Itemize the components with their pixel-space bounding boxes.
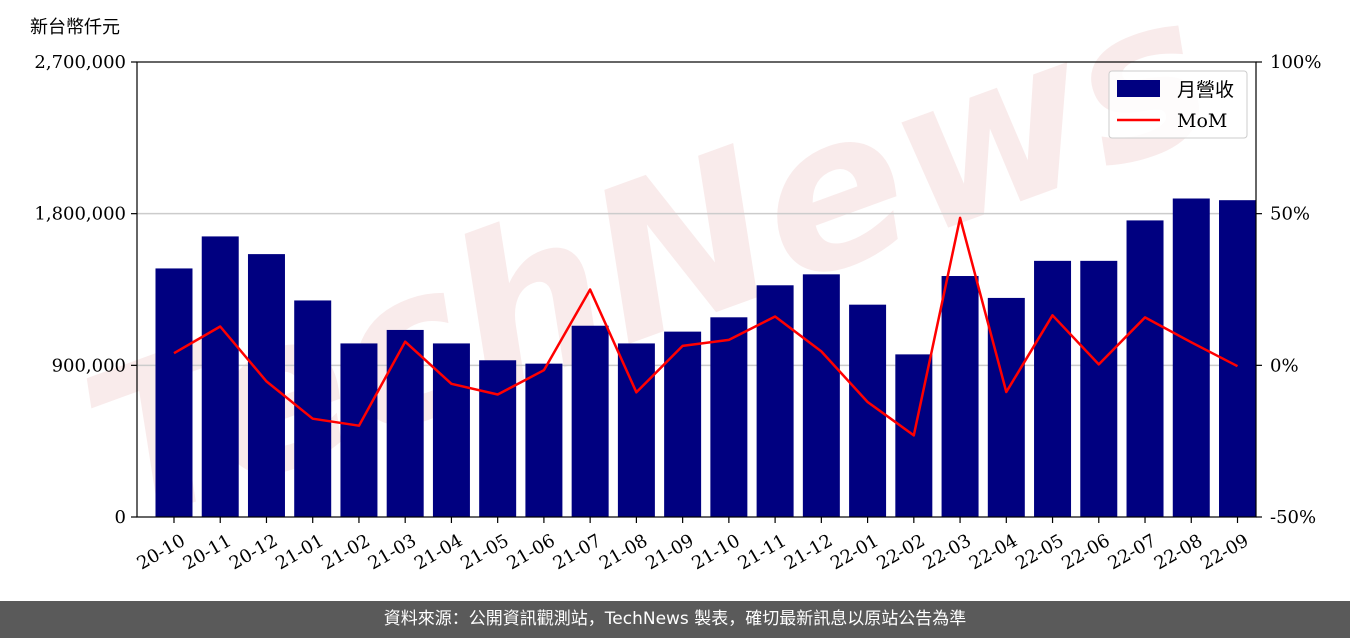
x-tick-label: 22-09 [1197, 530, 1252, 574]
x-tick-label: 21-09 [642, 530, 697, 574]
bar-21-08 [617, 343, 655, 517]
left-tick-label: 0 [115, 507, 126, 528]
y-unit-label: 新台幣仟元 [30, 17, 120, 38]
bar-20-11 [201, 236, 239, 517]
bar-20-12 [247, 254, 285, 517]
right-tick-label: 50% [1270, 204, 1310, 225]
x-tick-label: 21-05 [457, 530, 512, 574]
bar-21-10 [710, 317, 748, 517]
revenue-chart: TechNews 新台幣仟元 0900,0001,800,0002,700,00… [30, 0, 1321, 575]
legend-label-mom: MoM [1177, 110, 1227, 132]
bar-22-05 [1034, 260, 1072, 517]
x-axis-ticks: 20-1020-1120-1221-0121-0221-0321-0421-05… [133, 517, 1252, 574]
left-tick-label: 1,800,000 [34, 204, 126, 225]
bar-22-06 [1080, 260, 1118, 517]
right-tick-label: 100% [1270, 52, 1321, 73]
bar-22-04 [987, 297, 1025, 517]
x-tick-label: 21-03 [365, 530, 420, 574]
bar-22-07 [1126, 220, 1164, 517]
x-tick-label: 21-12 [781, 530, 836, 574]
x-tick-label: 22-04 [966, 530, 1021, 574]
bar-22-03 [941, 276, 979, 517]
left-tick-label: 900,000 [52, 355, 126, 376]
x-tick-label: 22-03 [920, 530, 975, 574]
x-tick-label: 21-08 [596, 530, 651, 574]
bar-21-07 [571, 325, 609, 517]
x-tick-label: 21-10 [688, 530, 743, 574]
bar-21-12 [802, 274, 840, 517]
bar-22-08 [1172, 198, 1210, 517]
left-tick-label: 2,700,000 [34, 52, 126, 73]
x-tick-label: 22-06 [1058, 530, 1113, 574]
mom-line-group [173, 216, 1239, 437]
bar-21-04 [432, 343, 470, 517]
x-tick-label: 21-04 [411, 530, 466, 574]
plot-frame [136, 61, 1257, 518]
x-tick-label: 21-11 [735, 530, 790, 574]
bar-21-09 [664, 331, 702, 517]
bar-21-02 [340, 343, 378, 517]
x-tick-label: 22-08 [1151, 530, 1206, 574]
x-tick-label: 22-02 [873, 530, 928, 574]
legend-label-revenue: 月營收 [1177, 79, 1234, 101]
right-tick-label: 0% [1270, 355, 1299, 376]
legend-swatch-revenue [1117, 80, 1160, 97]
source-footer: 資料來源：公開資訊觀測站，TechNews 製表，確切最新訊息以原站公告為準 [0, 601, 1350, 638]
mom-line [173, 216, 1239, 437]
x-tick-label: 22-01 [827, 530, 882, 574]
bar-21-11 [756, 285, 794, 517]
x-tick-label: 22-07 [1104, 530, 1159, 574]
bar-20-10 [155, 268, 193, 517]
left-axis-ticks: 0 900,000 1,800,000 2,700,000 [34, 52, 137, 528]
right-axis-ticks: -50% 0% 50% 100% [1256, 52, 1321, 528]
bar-21-05 [479, 360, 517, 517]
x-tick-label: 22-05 [1012, 530, 1067, 574]
x-tick-label: 21-01 [272, 530, 327, 574]
legend: 月營收 MoM [1108, 70, 1248, 139]
bar-21-06 [525, 363, 563, 517]
bar-21-03 [386, 329, 424, 517]
x-tick-label: 21-02 [318, 530, 373, 574]
right-tick-label: -50% [1270, 507, 1316, 528]
x-tick-label: 21-06 [503, 530, 558, 574]
x-tick-label: 21-07 [550, 530, 605, 574]
